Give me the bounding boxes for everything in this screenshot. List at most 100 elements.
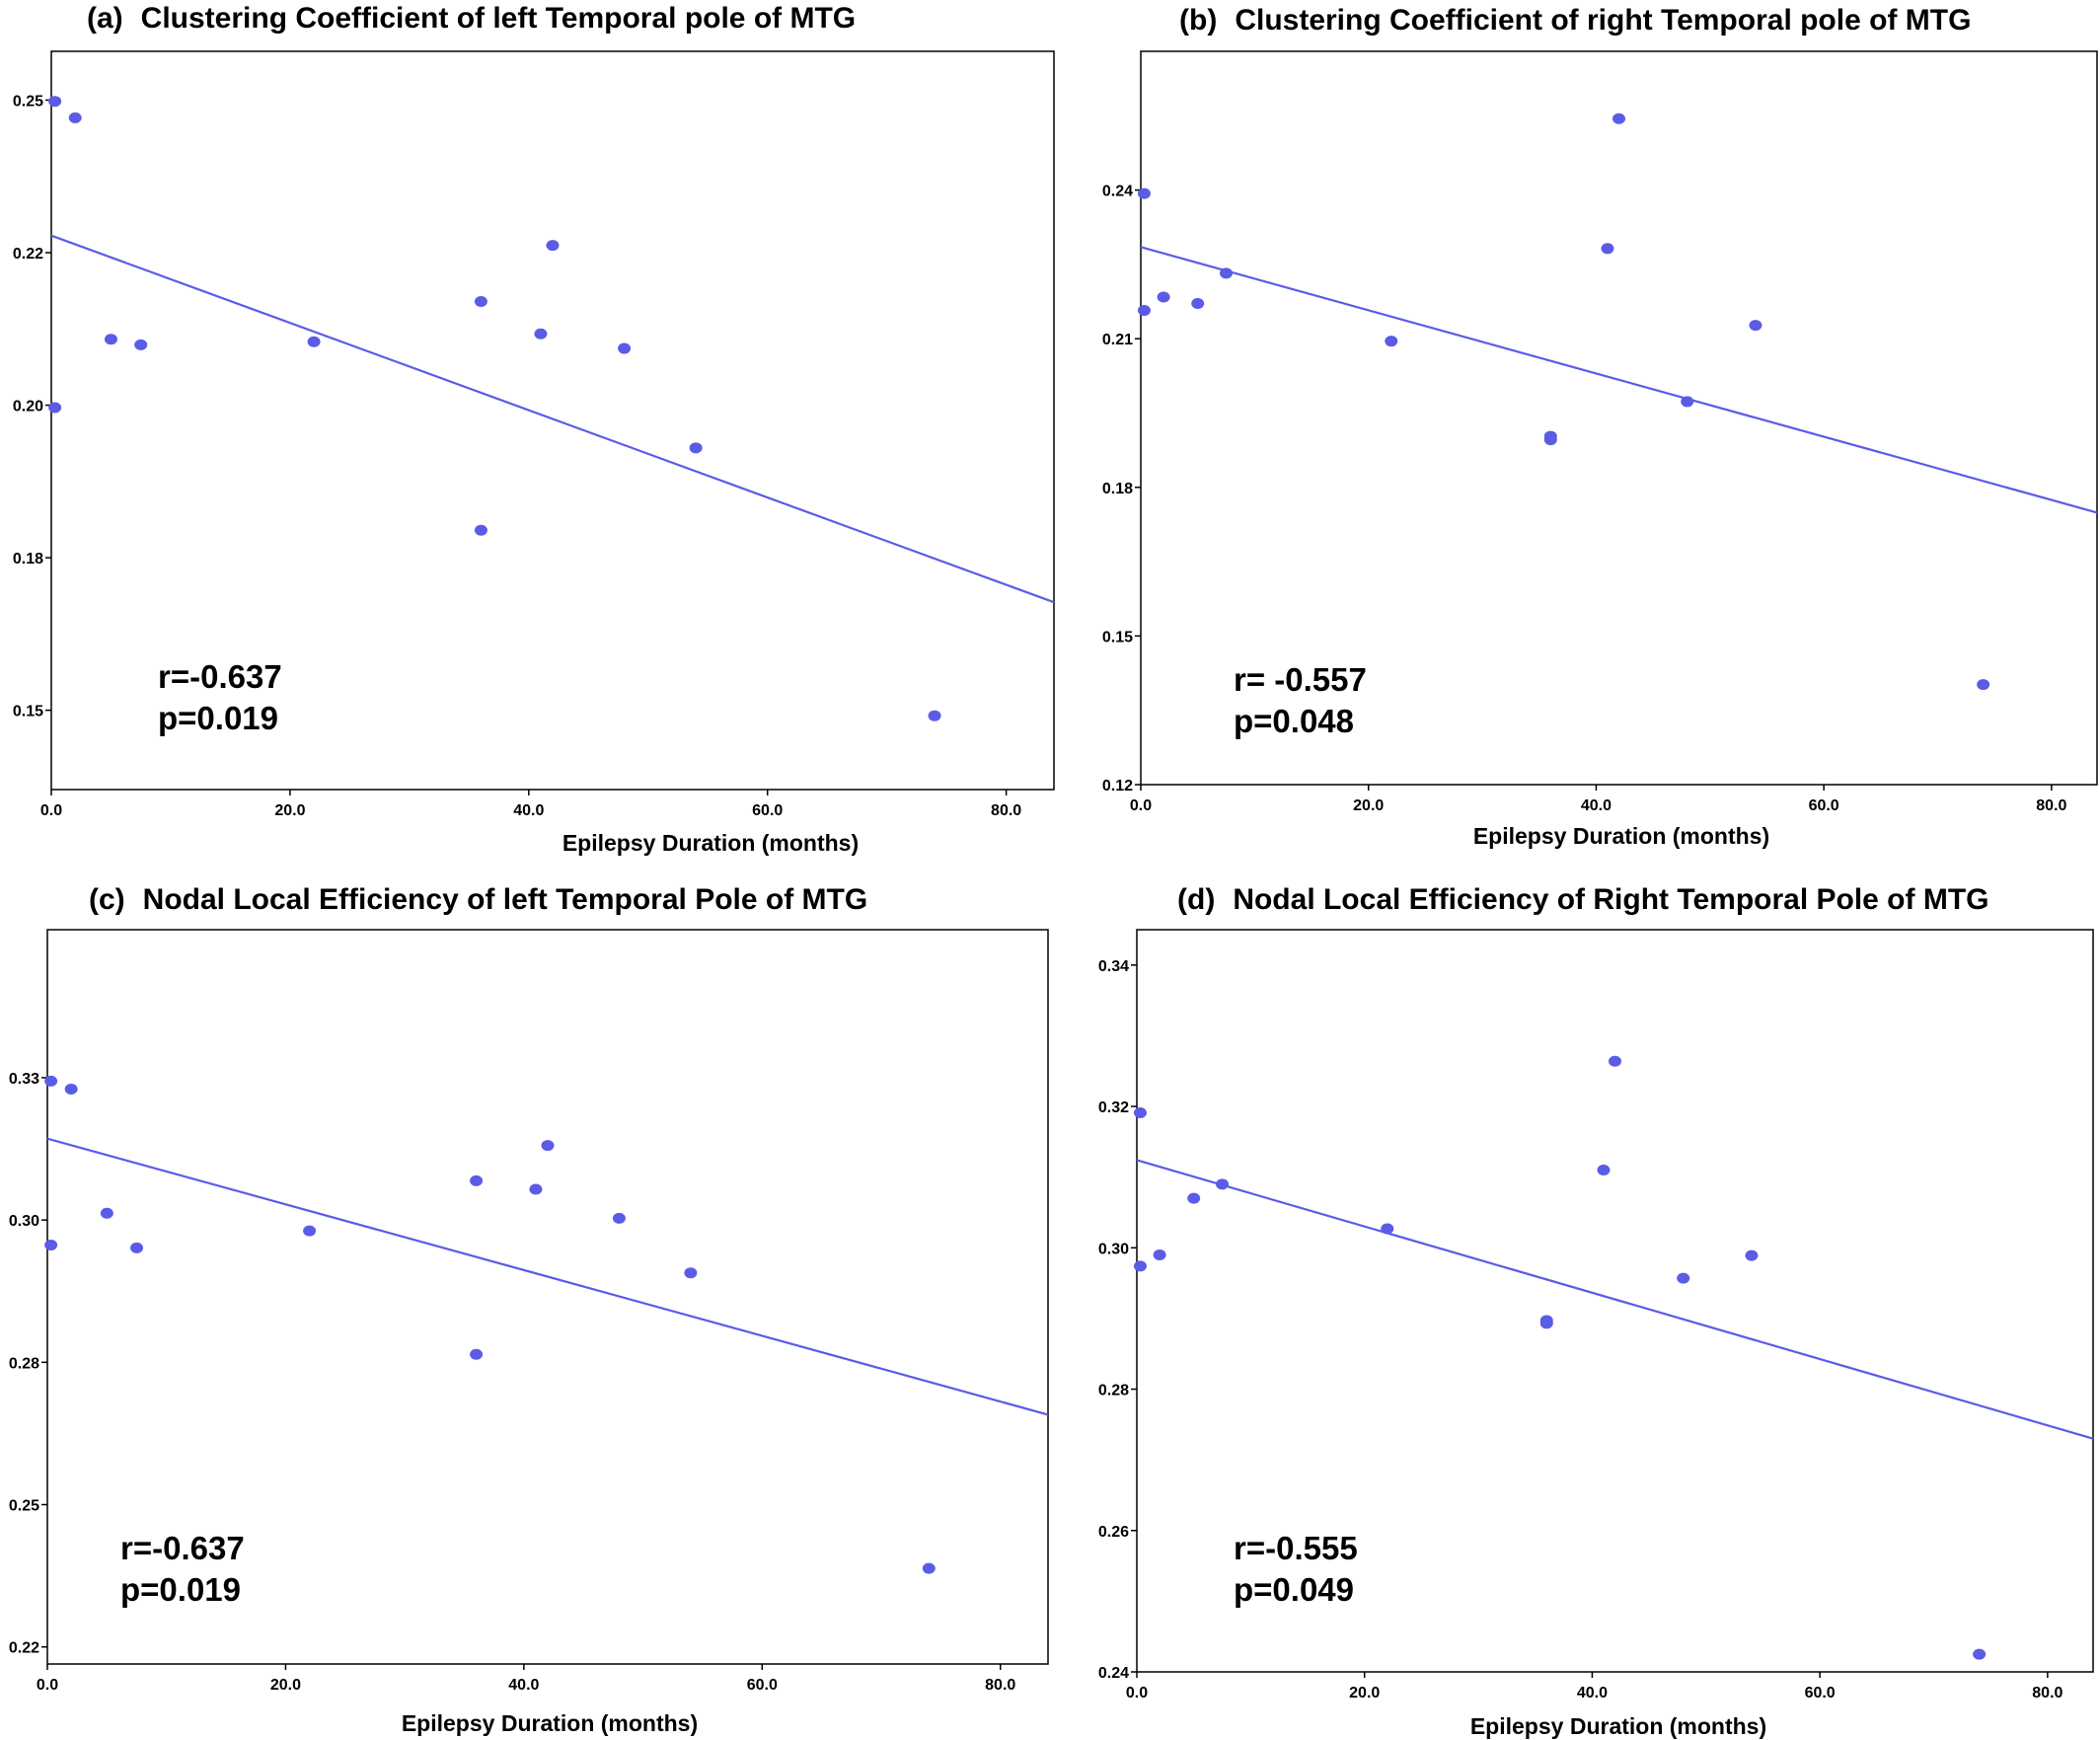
- panel-d-x-axis-label: Epilepsy Duration (months): [1470, 1713, 1766, 1739]
- panel-b-data-point: [1137, 188, 1151, 199]
- panel-b-regression-line: [1140, 246, 2098, 514]
- panel-d-data-point: [1609, 1055, 1621, 1067]
- panel-d-data-point: [1381, 1223, 1394, 1235]
- panel-b-stat-r: r= -0.557: [1234, 661, 1367, 698]
- panel-c-ytick-label: 0.25: [9, 1498, 39, 1515]
- panel-d-data-point: [1133, 1260, 1147, 1272]
- panel-c-data-point: [529, 1183, 543, 1195]
- panel-a-data-point: [48, 96, 62, 108]
- panel-d-data-point: [1597, 1165, 1611, 1176]
- panel-b-ytick-label: 0.21: [1102, 332, 1133, 348]
- panel-d-ytick-label: 0.28: [1098, 1383, 1129, 1400]
- panel-c-xtick-label: 0.0: [37, 1677, 58, 1694]
- panel-d-ytick-label: 0.32: [1098, 1099, 1129, 1116]
- panel-c-plot-frame: [46, 929, 1049, 1665]
- panel-d-data-point: [1187, 1192, 1201, 1204]
- panel-b-data-point: [1157, 291, 1170, 303]
- panel-a-title: (a) Clustering Coefficient of left Tempor…: [87, 2, 856, 35]
- panel-b-xtick-label: 80.0: [2036, 797, 2066, 814]
- panel-a-data-point: [104, 334, 117, 345]
- panel-a-xtick-label: 80.0: [991, 802, 1021, 819]
- panel-d-data-point: [1216, 1178, 1230, 1190]
- panel-a-xtick-label: 0.0: [40, 802, 62, 819]
- panel-b-data-point: [1191, 298, 1205, 310]
- panel-a-stat-r: r=-0.637: [158, 658, 282, 695]
- panel-d-xtick-label: 40.0: [1577, 1685, 1608, 1702]
- panel-b-data-point: [1977, 679, 1990, 691]
- panel-c-regression-line: [46, 1137, 1049, 1416]
- panel-c-stat-p: p=0.019: [120, 1571, 241, 1608]
- panel-d-data-point: [1153, 1248, 1166, 1260]
- panel-b-data-point: [1749, 320, 1762, 332]
- panel-d-xtick-label: 0.0: [1126, 1685, 1148, 1702]
- panel-c-stat-r: r=-0.637: [120, 1530, 245, 1566]
- panel-d-title: (d) Nodal Local Efficiency of Right Tempo…: [1177, 883, 1988, 916]
- panel-b-data-point: [1681, 396, 1694, 408]
- panel-d-plot-frame: [1136, 929, 2094, 1673]
- panel-a-stat-p: p=0.019: [158, 700, 278, 736]
- panel-c-data-point: [470, 1174, 484, 1186]
- panel-b-ytick-label: 0.15: [1102, 629, 1133, 645]
- panel-d-ytick-label: 0.26: [1098, 1524, 1129, 1541]
- panel-c-xtick-label: 40.0: [508, 1677, 539, 1694]
- panel-a-xtick-label: 40.0: [513, 802, 544, 819]
- panel-b-title: (b) Clustering Coefficient of right Tempo…: [1179, 4, 1971, 37]
- panel-b-data-point: [1137, 305, 1151, 317]
- panel-c-data-point: [612, 1212, 626, 1224]
- panel-c-data-point: [130, 1242, 144, 1253]
- panel-d-data-point: [1539, 1315, 1553, 1326]
- panel-a-ytick-label: 0.18: [13, 551, 43, 567]
- panel-a-xtick-label: 60.0: [752, 802, 783, 819]
- panel-d-data-point: [1745, 1249, 1759, 1261]
- panel-d-ytick-label: 0.34: [1098, 958, 1129, 975]
- panel-d-ytick-label: 0.24: [1098, 1665, 1129, 1682]
- panel-b-x-axis-label: Epilepsy Duration (months): [1473, 823, 1769, 849]
- panel-c-x-axis-label: Epilepsy Duration (months): [402, 1710, 698, 1736]
- panel-d-xtick-label: 60.0: [1805, 1685, 1836, 1702]
- panel-c-data-point: [541, 1140, 555, 1152]
- panel-d-ytick-label: 0.30: [1098, 1241, 1129, 1257]
- panel-a-ytick-label: 0.15: [13, 704, 43, 720]
- panel-d-regression-line: [1136, 1159, 2094, 1440]
- panel-a-ytick-label: 0.22: [13, 246, 43, 263]
- panel-b-data-point: [1543, 430, 1557, 442]
- panel-b-stat-p: p=0.048: [1234, 703, 1354, 739]
- panel-c-data-point: [44, 1075, 58, 1087]
- panel-c-data-point: [303, 1225, 317, 1237]
- panel-c-data-point: [100, 1207, 113, 1219]
- panel-b-xtick-label: 20.0: [1353, 797, 1384, 814]
- panel-c-ytick-label: 0.30: [9, 1213, 39, 1230]
- panel-c-ytick-label: 0.28: [9, 1355, 39, 1372]
- panel-c-data-point: [684, 1267, 698, 1279]
- panel-d-stat-p: p=0.049: [1234, 1571, 1354, 1608]
- panel-c-title: (c) Nodal Local Efficiency of left Tempor…: [89, 883, 867, 916]
- panel-c-xtick-label: 20.0: [270, 1677, 301, 1694]
- panel-b-ytick-label: 0.18: [1102, 481, 1133, 497]
- panel-a-data-point: [68, 112, 82, 123]
- panel-b-data-point: [1612, 113, 1625, 124]
- panel-b-data-point: [1385, 336, 1398, 347]
- panel-a-data-point: [928, 710, 941, 721]
- panel-c-xtick-label: 80.0: [985, 1677, 1015, 1694]
- panel-a-ytick-label: 0.25: [13, 93, 43, 110]
- panel-a-xtick-label: 20.0: [274, 802, 305, 819]
- panel-c-data-point: [470, 1348, 484, 1360]
- panel-a-data-point: [307, 336, 321, 347]
- panel-b-ytick-label: 0.24: [1102, 184, 1133, 200]
- panel-b-plot-frame: [1140, 50, 2098, 786]
- panel-b-ytick-label: 0.12: [1102, 778, 1133, 794]
- panel-a-data-point: [546, 240, 560, 252]
- panel-a-x-axis-label: Epilepsy Duration (months): [562, 830, 859, 856]
- panel-b-xtick-label: 60.0: [1809, 797, 1839, 814]
- panel-a-data-point: [534, 328, 548, 340]
- panel-d-data-point: [1133, 1106, 1147, 1118]
- panel-c-xtick-label: 60.0: [747, 1677, 778, 1694]
- panel-c-data-point: [64, 1083, 78, 1095]
- panel-a-ytick-label: 0.20: [13, 399, 43, 416]
- panel-d-stat-r: r=-0.555: [1234, 1530, 1358, 1566]
- panel-d-data-point: [1677, 1272, 1690, 1284]
- panel-a-data-point: [134, 339, 148, 350]
- panel-a-regression-line: [50, 234, 1055, 604]
- panel-c-data-point: [44, 1240, 58, 1251]
